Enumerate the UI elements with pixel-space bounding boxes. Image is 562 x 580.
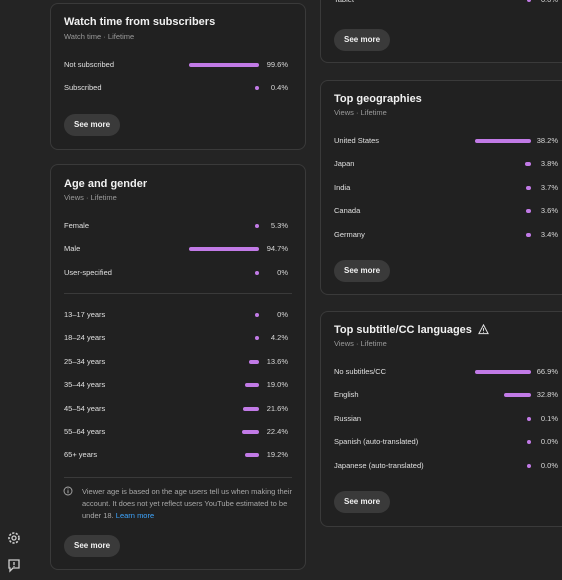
settings-icon[interactable] xyxy=(6,530,22,546)
row-label: Subscribed xyxy=(64,83,102,93)
feedback-icon[interactable] xyxy=(6,557,22,573)
row-value: 3.4% xyxy=(540,229,558,239)
bar xyxy=(244,383,259,388)
bar xyxy=(255,336,259,341)
see-more-button[interactable]: See more xyxy=(334,260,391,282)
row-value: 0.0% xyxy=(540,460,558,470)
bar xyxy=(243,406,259,411)
row-value: 0.4% xyxy=(270,83,288,93)
card-subtitle: Views · Lifetime xyxy=(334,108,387,117)
row-label: 25–34 years xyxy=(64,356,106,366)
row-value: 3.7% xyxy=(540,182,558,192)
bar xyxy=(527,416,531,421)
bar xyxy=(525,185,531,190)
bar xyxy=(503,393,531,398)
bar xyxy=(242,430,259,434)
see-more-button[interactable]: See more xyxy=(334,491,391,513)
row-value: 19.0% xyxy=(266,380,288,390)
bar xyxy=(244,453,259,458)
card-title: Top geographies xyxy=(334,93,422,105)
row-value: 21.6% xyxy=(266,403,288,413)
row-label: English xyxy=(334,390,359,400)
see-more-button[interactable]: See more xyxy=(64,114,121,136)
see-more-button[interactable]: See more xyxy=(334,29,391,51)
card-title: Top subtitle/CC languages xyxy=(334,324,472,336)
bar xyxy=(527,440,531,445)
row-label: 13–17 years xyxy=(64,310,106,319)
row-value: 66.9% xyxy=(536,367,558,376)
bar xyxy=(527,463,531,468)
divider xyxy=(64,293,292,294)
bar xyxy=(255,270,259,275)
row-label: 65+ years xyxy=(64,450,98,460)
row-label: 35–44 years xyxy=(64,380,106,390)
row-value: 3.8% xyxy=(540,159,558,169)
row-label: United States xyxy=(334,136,380,145)
row-label: Not subscribed xyxy=(64,60,115,69)
row-value: 0.0% xyxy=(540,437,558,447)
card-subtitle: Views · Lifetime xyxy=(334,339,387,348)
row-label: Canada xyxy=(334,206,361,216)
row-label: User-specified xyxy=(64,267,112,277)
row-label: Spanish (auto-translated) xyxy=(334,437,419,447)
row-label: 45–54 years xyxy=(64,403,106,413)
bar xyxy=(189,63,259,67)
bar xyxy=(255,86,259,91)
row-label: Germany xyxy=(334,229,365,239)
bar xyxy=(525,162,531,167)
bar xyxy=(527,0,531,2)
row-value: 0% xyxy=(277,310,288,319)
warning-icon[interactable] xyxy=(478,323,489,337)
bar xyxy=(525,209,531,214)
row-value: 0% xyxy=(277,267,288,277)
row-value: 19.2% xyxy=(266,450,288,460)
bar xyxy=(248,359,259,364)
card-title: Watch time from subscribers xyxy=(64,16,216,28)
row-value: 3.6% xyxy=(540,206,558,216)
row-label: Female xyxy=(64,221,90,230)
info-icon xyxy=(63,486,73,498)
card xyxy=(50,164,306,570)
row-value: 99.6% xyxy=(266,60,288,69)
row-value: 6.0% xyxy=(541,0,558,6)
row-value: 5.3% xyxy=(270,221,288,230)
row-label: Male xyxy=(64,244,81,254)
note-text: Viewer age is based on the age users tel… xyxy=(82,487,292,520)
age-note: Viewer age is based on the age users tel… xyxy=(82,486,292,522)
see-more-button[interactable]: See more xyxy=(64,535,121,557)
learn-more-link[interactable]: Learn more xyxy=(115,511,155,520)
row-value: 13.6% xyxy=(266,356,288,366)
row-value: 0.1% xyxy=(540,413,558,423)
bar xyxy=(526,232,531,237)
bar xyxy=(255,224,259,228)
row-label: Japan xyxy=(334,159,355,169)
row-label: Tablet xyxy=(334,0,354,6)
row-label: India xyxy=(334,182,351,192)
card-title: Age and gender xyxy=(64,178,148,190)
row-label: 18–24 years xyxy=(64,333,106,343)
card-subtitle: Views · Lifetime xyxy=(64,193,117,202)
row-value: 32.8% xyxy=(536,390,558,400)
row-label: No subtitles/CC xyxy=(334,367,387,376)
bar xyxy=(189,247,259,252)
row-value: 4.2% xyxy=(270,333,288,343)
card xyxy=(320,80,562,295)
row-label: 55–64 years xyxy=(64,427,106,436)
row-value: 94.7% xyxy=(266,244,288,254)
row-value: 38.2% xyxy=(536,136,558,145)
bar xyxy=(255,313,259,317)
row-label: Russian xyxy=(334,413,362,423)
card-subtitle: Watch time · Lifetime xyxy=(64,32,135,41)
bar xyxy=(475,139,531,143)
bar xyxy=(475,370,531,374)
row-label: Japanese (auto-translated) xyxy=(334,460,424,470)
row-value: 22.4% xyxy=(266,427,288,436)
divider xyxy=(64,477,292,478)
